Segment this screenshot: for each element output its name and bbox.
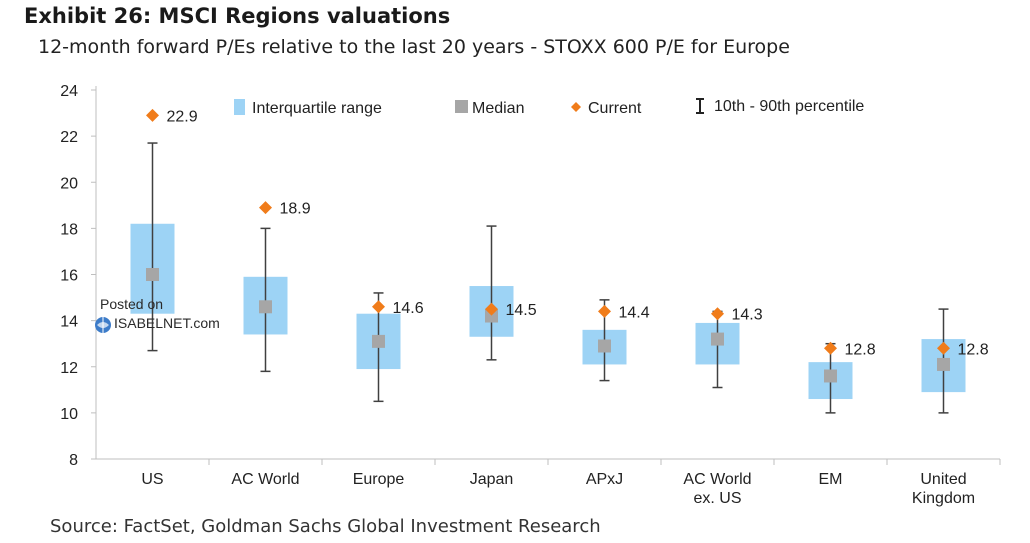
median-marker <box>598 339 611 353</box>
median-marker <box>259 300 272 314</box>
median-marker <box>711 332 724 346</box>
x-category-label: EM <box>819 471 843 488</box>
current-marker <box>372 300 385 314</box>
watermark-line2: ISABELNET.com <box>114 315 220 331</box>
y-tick-label: 20 <box>60 175 78 192</box>
current-value-label: 14.6 <box>393 300 424 317</box>
current-value-label: 14.5 <box>506 302 537 319</box>
globe-icon <box>95 317 111 333</box>
chart-subtitle: 12-month forward P/Es relative to the la… <box>38 36 790 58</box>
median-marker <box>146 268 159 281</box>
x-category-label: US <box>141 471 163 488</box>
current-marker <box>937 341 950 355</box>
median-marker <box>937 357 950 371</box>
y-tick-label: 18 <box>60 221 78 238</box>
x-category-label: AC World <box>231 471 299 488</box>
current-marker <box>485 302 498 316</box>
current-value-label: 12.8 <box>958 341 989 358</box>
legend-median-label: Median <box>472 100 524 117</box>
source-note: Source: FactSet, Goldman Sachs Global In… <box>50 516 601 537</box>
current-value-label: 22.9 <box>167 108 198 125</box>
legend-iqr-swatch <box>234 99 245 115</box>
median-marker <box>372 334 385 348</box>
current-marker <box>146 108 159 122</box>
current-marker <box>824 341 837 355</box>
legend-iqr-label: Interquartile range <box>252 100 382 117</box>
y-tick-label: 12 <box>60 360 78 377</box>
x-category-label: ex. US <box>693 490 741 507</box>
current-marker <box>711 307 724 321</box>
current-value-label: 18.9 <box>280 201 311 218</box>
chart-svg: 8 10 12 14 16 18 20 22 24 22.9 US 18.9 AC World 14.6 E… <box>60 83 1001 507</box>
legend-whisker-label: 10th - 90th percentile <box>714 98 864 115</box>
legend-current-label: Current <box>588 100 642 117</box>
y-tick-label: 14 <box>60 314 78 331</box>
current-value-label: 14.3 <box>732 307 763 324</box>
x-category-label: United <box>920 471 966 488</box>
current-marker <box>259 201 272 215</box>
legend-median-swatch <box>455 100 468 113</box>
watermark-line1: Posted on <box>100 296 164 312</box>
median-marker <box>824 369 837 383</box>
current-marker <box>598 304 611 318</box>
legend-current-swatch <box>571 102 581 112</box>
x-category-label: Europe <box>353 471 405 488</box>
y-tick-label: 8 <box>69 452 78 469</box>
median-marker <box>485 309 498 323</box>
x-category-label: Japan <box>470 471 514 488</box>
y-tick-label: 16 <box>60 268 78 285</box>
chart-title: Exhibit 26: MSCI Regions valuations <box>24 4 451 28</box>
x-category-label: APxJ <box>586 471 623 488</box>
y-tick-label: 10 <box>60 406 78 423</box>
x-category-label: Kingdom <box>912 490 975 507</box>
current-value-label: 12.8 <box>845 341 876 358</box>
current-value-label: 14.4 <box>619 304 650 321</box>
y-tick-label: 22 <box>60 129 78 146</box>
x-category-label: AC World <box>683 471 751 488</box>
y-tick-label: 24 <box>60 83 78 100</box>
